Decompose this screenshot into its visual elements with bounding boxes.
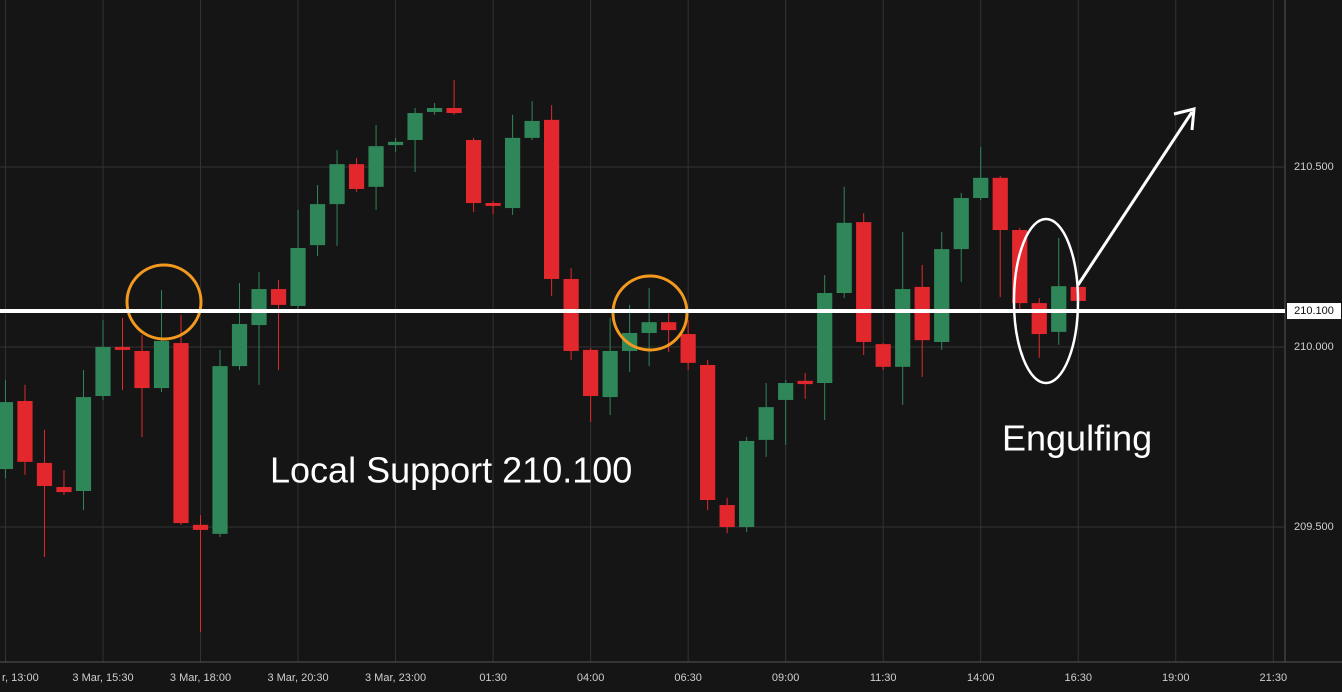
candle-body: [895, 289, 911, 367]
candle-body: [426, 107, 443, 112]
candle-body: [56, 487, 72, 493]
overlay: Local Support 210.100 Engulfing 210.100: [0, 107, 1341, 491]
y-tick-label: 210.500: [1294, 161, 1334, 173]
x-tick-label: 19:00: [1162, 672, 1190, 684]
candle-body: [719, 505, 735, 528]
candle-body: [348, 164, 365, 189]
x-tick-label: 11:30: [870, 672, 897, 684]
candle-body: [543, 119, 560, 279]
y-tick-label: 210.000: [1294, 341, 1334, 353]
candle-body: [329, 164, 345, 205]
x-tick-label: 16:30: [1064, 672, 1092, 684]
x-tick-label: r, 13:00: [2, 672, 39, 684]
candle-body: [36, 462, 53, 486]
x-tick-label: 14:00: [967, 672, 995, 684]
candle-body: [192, 524, 209, 530]
candle-body: [563, 278, 579, 351]
candle-body: [641, 322, 657, 333]
arrow-shaft: [1076, 111, 1194, 286]
candle-body: [0, 402, 14, 470]
candle-body: [95, 347, 111, 396]
candle-body: [212, 366, 228, 534]
price-label-box: [1287, 303, 1341, 320]
x-tick-label: 06:30: [674, 672, 702, 684]
annotation: Local Support 210.100: [270, 450, 632, 491]
candle-body: [251, 289, 267, 326]
candle-body: [583, 349, 599, 396]
candle-body: [524, 120, 540, 138]
x-tick-label: 3 Mar, 15:30: [72, 672, 133, 684]
candle-body: [153, 340, 170, 389]
candle-body: [290, 248, 306, 306]
candle-body: [17, 401, 33, 462]
candle-body: [797, 380, 813, 385]
highlight-ellipse: [1012, 217, 1080, 385]
candle-body: [485, 203, 501, 206]
x-tick-label: 09:00: [772, 672, 800, 684]
candles: [0, 79, 1086, 633]
candle-body: [778, 383, 794, 400]
highlight-circle: [125, 263, 203, 341]
candle-body: [934, 249, 950, 342]
candle-body: [407, 113, 423, 141]
candle-body: [114, 347, 131, 350]
candle-body: [1012, 230, 1028, 304]
x-tick-label: 3 Mar, 20:30: [267, 672, 328, 684]
y-tick-label: 209.500: [1294, 521, 1334, 533]
candle-body: [661, 322, 677, 331]
candle-body: [446, 107, 462, 114]
candle-body: [309, 204, 326, 246]
candle-body: [739, 440, 755, 528]
candle-body: [465, 140, 482, 204]
candle-body: [914, 286, 930, 341]
candle-body: [992, 177, 1008, 231]
candle-body: [875, 344, 891, 367]
x-tick-label: 3 Mar, 18:00: [170, 672, 231, 684]
candle-body: [387, 141, 404, 146]
candle-body: [953, 197, 969, 250]
candle-body: [700, 365, 716, 501]
price-label: 210.100: [1294, 305, 1334, 317]
candle-body: [1031, 303, 1047, 335]
candle-body: [680, 334, 696, 363]
x-tick-label: 21:30: [1260, 672, 1288, 684]
candle-body: [75, 397, 92, 492]
x-tick-label: 3 Mar, 23:00: [365, 672, 426, 684]
candle-body: [231, 323, 248, 367]
candle-body: [134, 350, 150, 389]
candle-body: [973, 177, 989, 198]
candle-body: [817, 293, 833, 384]
candle-body: [368, 146, 384, 187]
candle-body: [504, 137, 521, 209]
annotation: Engulfing: [1002, 418, 1152, 459]
candle-body: [270, 289, 287, 305]
x-tick-label: 01:30: [479, 672, 507, 684]
arrow-head: [1173, 107, 1196, 131]
candle-body: [856, 222, 872, 342]
candle-body: [758, 407, 774, 440]
x-tick-label: 04:00: [577, 672, 605, 684]
candle-body: [173, 343, 189, 524]
candle-body: [602, 350, 618, 398]
candle-body: [836, 222, 852, 294]
